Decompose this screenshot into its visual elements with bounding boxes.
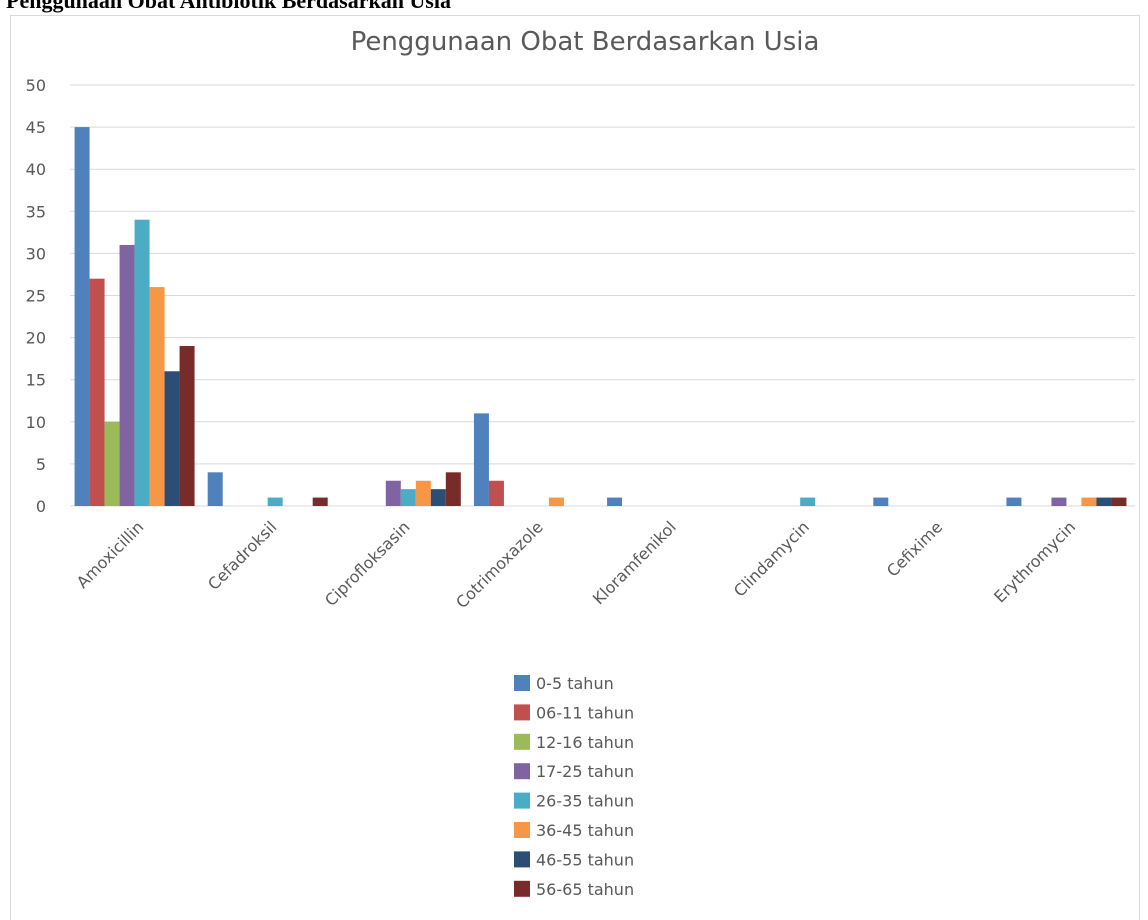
y-tick-label: 30 (26, 244, 46, 263)
bar (89, 278, 105, 506)
bar (430, 489, 446, 506)
bar (74, 127, 90, 506)
legend-label: 36-45 tahun (536, 821, 634, 840)
y-tick-label: 5 (36, 455, 46, 474)
bar (164, 371, 180, 506)
legend-swatch (514, 733, 530, 750)
bar (415, 480, 431, 506)
legend-swatch (514, 880, 530, 897)
y-tick-label: 0 (36, 497, 46, 516)
bar (312, 497, 328, 506)
chart-title: Penggunaan Obat Berdasarkan Usia (351, 27, 820, 57)
bar (149, 287, 165, 506)
bar (119, 244, 135, 507)
y-tick-label: 15 (26, 371, 46, 390)
bar (548, 497, 564, 506)
bar (800, 497, 816, 506)
legend-swatch (514, 763, 530, 780)
legend-label: 17-25 tahun (536, 762, 634, 781)
bar (207, 472, 223, 506)
y-tick-label: 45 (26, 118, 46, 137)
bar (473, 413, 489, 506)
bar (445, 472, 461, 506)
y-tick-label: 20 (26, 329, 46, 348)
bar (873, 497, 889, 506)
legend-swatch (514, 792, 530, 809)
bar (400, 489, 416, 506)
legend-label: 46-55 tahun (536, 850, 634, 869)
legend-label: 12-16 tahun (536, 733, 634, 752)
chart-frame (10, 15, 1140, 920)
heading: Penggunaan Obat Antibiotik Berdasarkan U… (6, 0, 451, 13)
bar (1051, 497, 1067, 506)
y-tick-label: 25 (26, 287, 46, 306)
bar (1096, 497, 1112, 506)
legend-swatch (514, 851, 530, 868)
bar (607, 497, 623, 506)
bar (1081, 497, 1097, 506)
legend-swatch (514, 675, 530, 691)
bar (1111, 497, 1127, 506)
bar (104, 421, 120, 506)
legend-label: 06-11 tahun (536, 703, 634, 722)
bar (488, 480, 504, 506)
legend-label: 56-65 tahun (536, 880, 634, 899)
bar (134, 219, 150, 506)
bar (1006, 497, 1022, 506)
y-tick-label: 10 (26, 413, 46, 432)
y-tick-label: 35 (26, 202, 46, 221)
legend-swatch (514, 822, 530, 838)
bar (385, 480, 401, 506)
bar (267, 497, 283, 506)
y-tick-label: 40 (26, 160, 46, 179)
legend-label: 0-5 tahun (536, 674, 614, 693)
legend-label: 26-35 tahun (536, 792, 634, 811)
bar (179, 346, 195, 506)
y-tick-label: 50 (26, 76, 46, 95)
legend-swatch (514, 704, 530, 721)
